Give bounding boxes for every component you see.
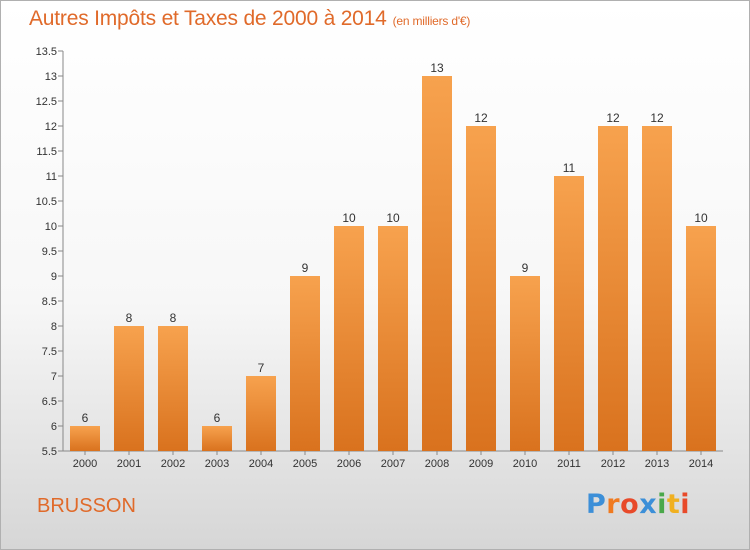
y-tick-label: 11.5 (36, 146, 57, 158)
bar-2012 (598, 126, 628, 451)
x-tick-label: 2014 (689, 458, 713, 470)
y-tick-label: 5.5 (42, 446, 57, 458)
chart-subtitle: (en milliers d'€) (392, 14, 471, 28)
x-tick-label: 2005 (293, 458, 317, 470)
y-tick-label: 13 (45, 71, 57, 83)
chart-title-text: Autres Impôts et Taxes de 2000 à 2014 (29, 7, 387, 30)
data-label: 7 (258, 361, 265, 375)
x-tick-label: 2007 (381, 458, 405, 470)
y-tick-label: 10 (45, 221, 57, 233)
bar-2006 (334, 226, 364, 451)
data-label: 11 (563, 161, 576, 175)
logo-letter: x (639, 489, 658, 520)
data-label: 12 (606, 111, 620, 125)
data-label: 8 (126, 311, 133, 325)
bar-2009 (466, 126, 496, 451)
bar-2013 (642, 126, 672, 451)
y-tick-label: 11 (46, 171, 57, 183)
x-tick-label: 2013 (645, 458, 669, 470)
x-tick-label: 2011 (557, 458, 581, 470)
x-tick-label: 2009 (469, 458, 493, 470)
x-tick-label: 2012 (601, 458, 625, 470)
data-label: 10 (386, 211, 400, 225)
bar-2007 (378, 226, 408, 451)
logo-letter: P (586, 489, 607, 520)
data-label: 12 (650, 111, 664, 125)
logo-letter: t (666, 489, 681, 520)
data-label: 12 (474, 111, 488, 125)
bar-2014 (686, 226, 716, 451)
y-tick-label: 12.5 (36, 96, 57, 108)
y-tick-label: 10.5 (36, 196, 57, 208)
bar-2001 (114, 326, 144, 451)
bar-2000 (70, 426, 100, 451)
logo-letter: o (620, 489, 640, 520)
data-label: 13 (430, 61, 444, 75)
place-name: BRUSSON (37, 495, 136, 517)
x-tick-label: 2008 (425, 458, 449, 470)
y-tick-label: 12 (45, 121, 57, 133)
bar-2003 (202, 426, 232, 451)
y-tick-label: 7 (51, 371, 57, 383)
data-label: 8 (170, 311, 177, 325)
x-tick-label: 2002 (161, 458, 185, 470)
x-tick-label: 2004 (249, 458, 273, 470)
proxiti-logo: Proxiti (586, 489, 690, 520)
y-tick-label: 9 (51, 271, 57, 283)
y-tick-label: 8.5 (42, 296, 57, 308)
y-tick-label: 9.5 (42, 246, 57, 258)
x-tick-label: 2010 (513, 458, 537, 470)
x-tick-label: 2006 (337, 458, 361, 470)
data-label: 10 (342, 211, 356, 225)
x-tick-label: 2000 (73, 458, 97, 470)
bar-2002 (158, 326, 188, 451)
chart-title: Autres Impôts et Taxes de 2000 à 2014 (en… (29, 7, 470, 31)
y-tick-label: 6.5 (42, 396, 57, 408)
data-label: 6 (82, 411, 89, 425)
logo-letter: i (657, 489, 667, 520)
y-tick-label: 8 (51, 321, 57, 333)
y-tick-label: 6 (51, 421, 57, 433)
logo-letter: r (606, 489, 621, 520)
bar-2005 (290, 276, 320, 451)
bar-2008 (422, 76, 452, 451)
data-label: 9 (302, 261, 309, 275)
bar-2010 (510, 276, 540, 451)
chart-bars: 6 8 8 6 7 9 10 10 13 12 9 11 12 12 10 (70, 61, 716, 451)
bar-2011 (554, 176, 584, 451)
x-tick-label: 2003 (205, 458, 229, 470)
y-tick-label: 13.5 (36, 46, 57, 58)
logo-letter: i (680, 489, 691, 520)
bar-2004 (246, 376, 276, 451)
data-label: 9 (522, 261, 529, 275)
data-label: 10 (694, 211, 708, 225)
x-tick-label: 2001 (117, 458, 141, 470)
y-tick-label: 7.5 (42, 346, 57, 358)
data-label: 6 (214, 411, 221, 425)
